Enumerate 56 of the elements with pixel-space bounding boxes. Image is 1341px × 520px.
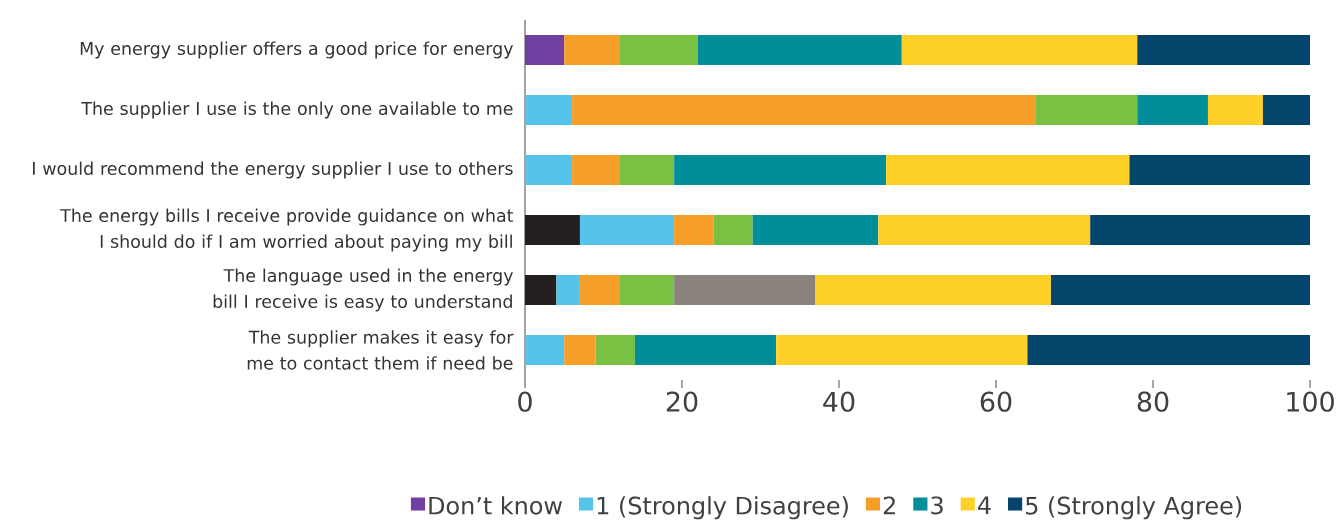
- bar: [579, 275, 620, 305]
- bar: [674, 215, 714, 245]
- x-tick-label: 0: [518, 391, 532, 412]
- bar: [1027, 335, 1311, 365]
- legend-label: Don’t know: [429, 496, 562, 515]
- y-tick-label: The language used in the energy bill I receive is easy to understand: [213, 268, 513, 312]
- bar: [752, 215, 879, 245]
- bar: [1137, 35, 1311, 65]
- bar: [1262, 95, 1311, 125]
- bar: [525, 215, 580, 245]
- y-tick-label: My energy supplier offers a good price for energy: [80, 41, 513, 59]
- bar: [564, 335, 596, 365]
- bar: [674, 155, 887, 185]
- bar: [572, 95, 1036, 125]
- bar: [556, 275, 580, 305]
- bar: [1035, 95, 1138, 125]
- bar: [878, 215, 1091, 245]
- bar: [1137, 95, 1208, 125]
- bar: [1129, 155, 1311, 185]
- x-tick-label: 20: [666, 391, 698, 412]
- bar: [619, 155, 675, 185]
- bar: [697, 35, 902, 65]
- y-tick-label: The supplier makes it easy for me to contact them if need be: [247, 330, 514, 370]
- y-tick-label: I would recommend the energy supplier I use to others: [33, 161, 513, 179]
- bar: [901, 35, 1138, 65]
- bar: [1207, 95, 1263, 125]
- bar: [525, 155, 573, 185]
- legend-label: 2: [883, 496, 895, 515]
- bar: [674, 275, 816, 305]
- x-tick-label: 100: [1287, 391, 1334, 412]
- bar: [1050, 275, 1311, 305]
- bar: [564, 35, 620, 65]
- x-tick-label: 80: [1137, 391, 1169, 412]
- bar: [525, 275, 557, 305]
- bar: [886, 155, 1130, 185]
- bar: [619, 275, 675, 305]
- bar: [525, 335, 565, 365]
- y-tick-label: The energy bills I receive provide guidance on what I should do if I am worried about paying my bill: [60, 208, 514, 252]
- bar: [634, 335, 777, 365]
- bar: [525, 35, 565, 65]
- bar: [815, 275, 1051, 305]
- x-tick-label: 60: [980, 391, 1012, 412]
- legend-label: 1 (Strongly Disagree): [597, 496, 848, 520]
- legend-label: 3: [931, 496, 943, 515]
- legend-label: 5 (Strongly Agree): [1026, 496, 1242, 520]
- bar: [776, 335, 1028, 365]
- bar: [525, 95, 573, 125]
- bar: [619, 35, 698, 65]
- bar: [572, 155, 620, 185]
- bar: [579, 215, 675, 245]
- x-tick-label: 40: [823, 391, 855, 412]
- bar: [595, 335, 635, 365]
- bar: [1090, 215, 1311, 245]
- bar: [713, 215, 753, 245]
- y-tick-label: The supplier I use is the only one available to me: [81, 101, 513, 119]
- legend-label: 4: [977, 496, 991, 514]
